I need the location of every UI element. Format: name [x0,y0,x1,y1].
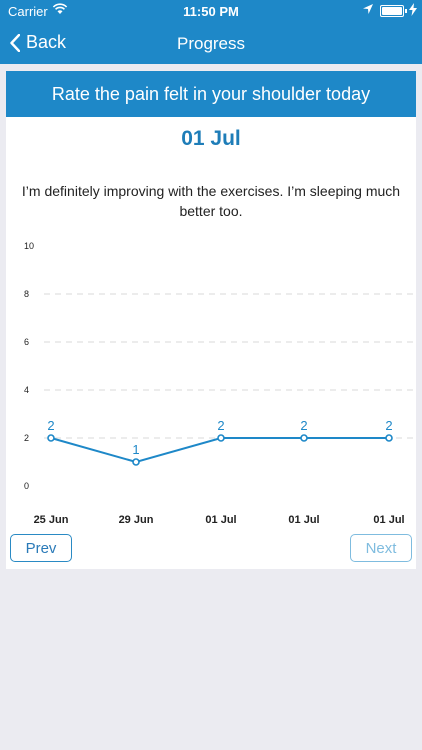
data-label: 1 [132,442,139,457]
charging-icon [409,3,417,16]
carrier-label: Carrier [8,4,48,19]
top-bar: Carrier 11:50 PM Back Progress [0,0,422,64]
y-tick-label: 6 [24,337,29,347]
data-point [217,434,225,442]
back-label: Back [26,32,67,52]
battery-icon [380,5,407,17]
y-tick-label: 0 [24,481,29,491]
x-tick-label: 01 Jul [205,514,236,526]
data-label: 2 [47,418,54,433]
navigation-bar: Back Progress [0,22,422,64]
y-tick-label: 10 [24,241,34,251]
back-button[interactable]: Back [10,32,66,53]
data-point [47,434,55,442]
y-tick-label: 8 [24,289,29,299]
entry-date: 01 Jul [181,127,241,150]
data-label: 2 [217,418,224,433]
page-title: Progress [176,34,246,53]
y-tick-label: 4 [24,385,29,395]
chevron-left-icon [10,33,20,52]
pain-line-chart: 0 2 4 6 8 10 25 Jun 29 Jun 01 Jul 01 Jul 01 Jul 2 1 2… [24,241,414,526]
data-point [300,434,308,442]
data-point [385,434,393,442]
x-tick-label: 25 Jun [34,514,69,526]
progress-card: Rate the pain felt in your shoulder toda… [6,71,416,569]
data-label: 2 [300,418,307,433]
x-tick-label: 01 Jul [288,514,319,526]
data-label: 2 [385,418,392,433]
wifi-icon [52,3,68,14]
status-bar: Carrier 11:50 PM [0,0,422,22]
data-point [132,458,140,466]
next-button[interactable]: Next [350,534,412,562]
entry-comment: I’m definitely improving with the exerci… [21,183,401,219]
question-header: Rate the pain felt in your shoulder toda… [6,71,416,117]
x-tick-label: 29 Jun [119,514,154,526]
prev-button[interactable]: Prev [10,534,72,562]
location-icon [363,4,373,14]
y-tick-label: 2 [24,433,29,443]
x-tick-label: 01 Jul [373,514,404,526]
status-time: 11:50 PM [183,4,239,19]
